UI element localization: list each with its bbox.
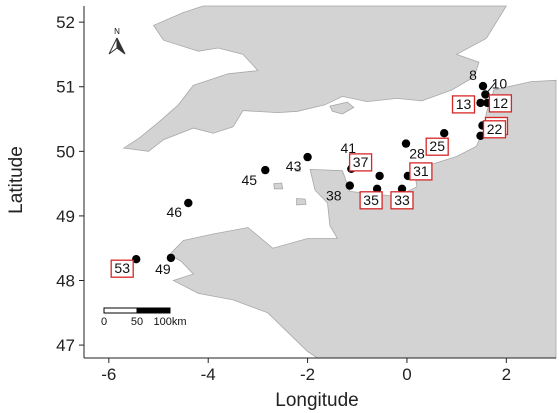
x-tick-label: -4: [201, 365, 216, 384]
site-label: 25: [429, 138, 445, 154]
y-tick-label: 48: [56, 271, 75, 290]
site-label: 49: [155, 261, 171, 277]
site-label: 28: [409, 146, 425, 162]
site-label-box: [110, 259, 134, 278]
site-point: [478, 81, 488, 91]
site-label: 10: [492, 76, 508, 92]
site-point: [401, 139, 411, 148]
north-arrow-icon: N: [108, 27, 126, 55]
x-axis-title: Longitude: [275, 390, 358, 411]
site-label: 22: [487, 121, 503, 137]
x-tick-label: 0: [402, 365, 411, 384]
scale-label-0: 0: [101, 316, 107, 328]
site-label: 8: [469, 67, 477, 83]
site-label: 38: [326, 188, 342, 204]
site-label-box: [488, 94, 513, 113]
site-label: 43: [286, 158, 302, 174]
site-point: [345, 181, 354, 190]
north-arrow-label: N: [114, 27, 120, 36]
site-label: 33: [394, 192, 410, 208]
site-point: [132, 255, 141, 264]
x-tick-label: -2: [300, 365, 315, 384]
y-tick-label: 47: [56, 336, 75, 355]
y-tick-label: 50: [56, 142, 75, 161]
land-alderney-icon: [295, 168, 301, 172]
site-label-box: [482, 120, 507, 139]
scale-label-100km: 100km: [153, 316, 186, 328]
site-point: [184, 198, 193, 208]
site-label: 53: [114, 260, 130, 276]
site-label: 31: [413, 163, 429, 179]
y-tick-label: 51: [56, 78, 75, 97]
site-label-box: [359, 191, 383, 210]
site-point: [440, 129, 449, 138]
land-layer: [122, 5, 557, 359]
site-labels: 8101312182225283741313533384345464953: [110, 67, 513, 278]
site-label: 35: [363, 192, 379, 208]
axes: -6 -4 -2 0 2 47 48 49 50 51 52: [56, 6, 556, 384]
site-label-box: [425, 137, 449, 156]
scale-bar: 0 50 100km: [101, 307, 187, 328]
site-10-leader: [485, 82, 496, 95]
site-point: [261, 165, 270, 175]
site-point: [372, 184, 382, 193]
x-tick-label: 2: [502, 365, 511, 384]
y-tick-label: 49: [56, 207, 75, 226]
scale-label-50: 50: [131, 316, 143, 328]
site-point: [166, 253, 176, 263]
land-guernsey-icon: [273, 182, 284, 190]
site-point: [476, 131, 485, 140]
site-label: 46: [167, 204, 183, 220]
site-label: 37: [353, 154, 369, 170]
site-label-box: [348, 153, 373, 172]
site-label: 45: [242, 172, 258, 188]
site-point: [303, 152, 312, 162]
site-label: 41: [341, 140, 357, 156]
site-label: 13: [456, 96, 472, 112]
y-axis-title: Latitude: [6, 146, 27, 214]
site-label-box: [390, 191, 414, 210]
site-point: [397, 184, 407, 193]
site-point: [476, 98, 485, 108]
y-tick-label: 52: [56, 13, 75, 32]
land-jersey-icon: [296, 198, 307, 206]
land-france-icon: [168, 79, 557, 359]
site-point: [375, 171, 384, 181]
land-isle-of-wight-icon: [329, 101, 355, 115]
site-label-box: [451, 95, 476, 114]
land-england-icon: [122, 5, 508, 152]
site-label: 12: [493, 95, 509, 111]
site-label-box: [409, 162, 433, 181]
x-tick-label: -6: [101, 365, 116, 384]
